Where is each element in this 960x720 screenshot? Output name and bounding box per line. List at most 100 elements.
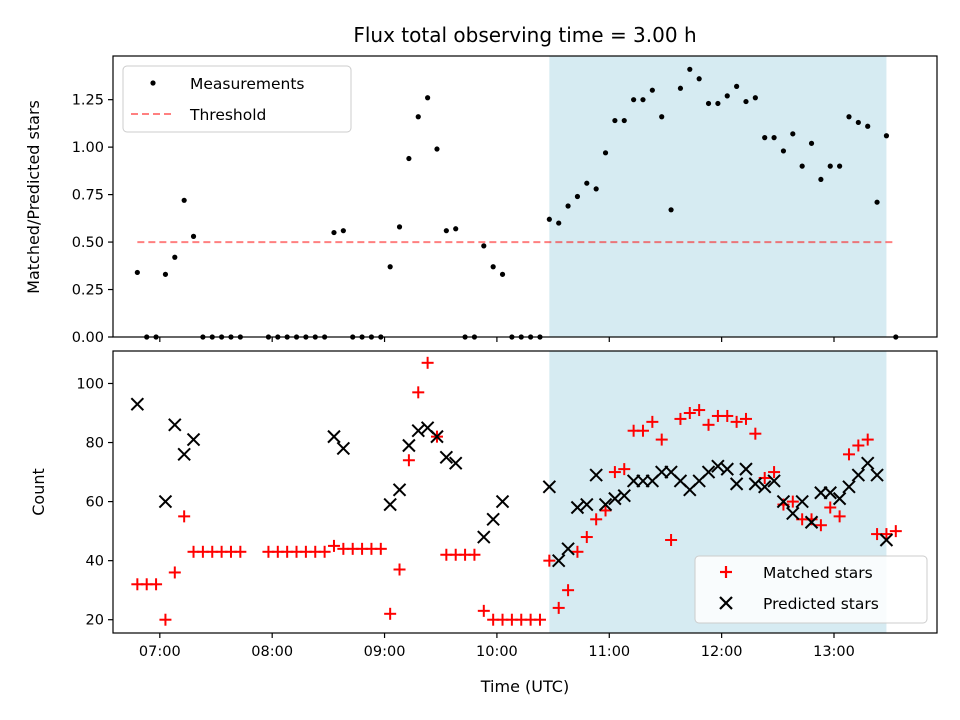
y-tick-label: 0.50 bbox=[72, 235, 104, 251]
matched-stars-point bbox=[168, 566, 181, 579]
measurements-point bbox=[818, 176, 824, 183]
predicted-stars-point bbox=[411, 424, 425, 438]
measurements-point bbox=[434, 146, 440, 152]
matched-stars-point bbox=[327, 539, 340, 552]
matched-stars-point bbox=[590, 513, 603, 526]
chart-title: Flux total observing time = 3.00 h bbox=[353, 23, 696, 47]
legend-label-predicted: Predicted stars bbox=[763, 595, 879, 613]
predicted-stars-point bbox=[832, 491, 847, 506]
x-tick-label: 10:00 bbox=[476, 644, 518, 660]
predicted-stars-point bbox=[177, 447, 191, 462]
measurements-point bbox=[743, 98, 749, 105]
count-y-axis-label: Count bbox=[29, 468, 48, 516]
predicted-stars-point bbox=[383, 497, 397, 512]
predicted-stars-point bbox=[701, 465, 716, 479]
measurements-point bbox=[752, 95, 758, 101]
matched-stars-point bbox=[768, 466, 781, 479]
x-tick-label: 13:00 bbox=[813, 644, 855, 660]
matched-stars-point bbox=[861, 433, 874, 446]
measurements-point bbox=[565, 203, 571, 209]
matched-stars-point bbox=[599, 504, 612, 517]
ratio-legend: Measurements Threshold bbox=[122, 65, 352, 133]
observing-window bbox=[549, 56, 887, 337]
predicted-stars-point bbox=[720, 462, 734, 476]
y-tick-label: 1.00 bbox=[72, 140, 104, 156]
predicted-stars-point bbox=[767, 474, 781, 488]
y-tick-label: 1.25 bbox=[72, 93, 104, 109]
measurements-point bbox=[387, 264, 393, 270]
measurements-point bbox=[790, 131, 796, 137]
measurements-point bbox=[172, 254, 178, 260]
predicted-stars-point bbox=[608, 491, 622, 506]
predicted-stars-point bbox=[786, 506, 800, 521]
measurements-point bbox=[668, 207, 674, 213]
matched-stars-point bbox=[749, 427, 762, 440]
ratio-panel: 0.00 0.25 0.50 0.75 1.00 1.25 Matched/Predict… bbox=[24, 55, 938, 346]
measurements-point bbox=[425, 95, 431, 101]
measurements-point bbox=[162, 271, 169, 277]
predicted-stars-point bbox=[449, 456, 463, 470]
predicted-stars-point bbox=[758, 480, 772, 494]
measurements-point bbox=[340, 228, 346, 234]
predicted-stars-point bbox=[729, 477, 744, 491]
measurements-point bbox=[331, 229, 337, 236]
ratio-y-axis: 0.00 0.25 0.50 0.75 1.00 1.25 bbox=[72, 93, 113, 346]
measurements-point bbox=[677, 85, 684, 91]
count-plot-frame bbox=[112, 350, 938, 634]
predicted-stars-point bbox=[795, 494, 809, 509]
matched-stars-point bbox=[374, 542, 387, 555]
legend-label-threshold: Threshold bbox=[189, 106, 266, 124]
predicted-stars-point bbox=[804, 515, 819, 529]
matched-stars-point bbox=[833, 510, 846, 523]
predicted-stars-point bbox=[486, 512, 500, 527]
measurements-point bbox=[734, 83, 740, 89]
predicted-stars-point bbox=[589, 468, 603, 482]
measurements-point bbox=[715, 100, 721, 107]
predicted-stars-point bbox=[477, 530, 491, 544]
legend-marker-predicted bbox=[719, 596, 733, 610]
predicted-stars-point bbox=[130, 397, 145, 411]
measurements-point bbox=[865, 123, 871, 129]
ratio-plot-frame bbox=[112, 55, 938, 338]
predicted-stars-point bbox=[542, 480, 557, 494]
measurements-point bbox=[415, 114, 421, 120]
predicted-stars-point bbox=[495, 494, 510, 509]
matched-stars-point bbox=[721, 409, 734, 422]
y-tick-label: 0.25 bbox=[72, 283, 104, 299]
measurements-point bbox=[837, 163, 843, 169]
predicted-stars-point bbox=[186, 432, 201, 447]
x-tick-label: 12:00 bbox=[701, 644, 743, 660]
x-tick-label: 08:00 bbox=[251, 644, 293, 660]
measurements-point bbox=[602, 150, 609, 156]
matched-stars-point bbox=[665, 533, 678, 546]
ratio-legend-box bbox=[122, 65, 352, 133]
measurements-point bbox=[855, 119, 861, 126]
y-tick-label: 40 bbox=[86, 554, 104, 570]
predicted-stars-point bbox=[598, 497, 613, 512]
measurements-point bbox=[406, 155, 412, 162]
measurements-point bbox=[490, 264, 496, 270]
measurements-point bbox=[621, 117, 627, 124]
predicted-stars-point bbox=[861, 456, 875, 470]
matched-stars-point bbox=[880, 528, 893, 541]
matched-stars-point bbox=[384, 607, 397, 620]
predicted-stars-point bbox=[570, 500, 585, 515]
matched-stars-point bbox=[562, 584, 575, 597]
matched-stars-point bbox=[814, 519, 827, 532]
count-legend-box bbox=[694, 555, 928, 624]
count-legend: Matched stars Predicted stars bbox=[694, 555, 928, 624]
measurements-point bbox=[181, 197, 187, 203]
measurements-point bbox=[134, 269, 140, 276]
matched-stars-point bbox=[683, 407, 696, 420]
matched-stars-point bbox=[786, 495, 799, 508]
predicted-stars-point bbox=[870, 468, 884, 482]
legend-label-matched: Matched stars bbox=[763, 564, 873, 582]
measurements-point bbox=[705, 100, 712, 107]
predicted-stars-point bbox=[748, 477, 763, 491]
predicted-stars-point bbox=[851, 468, 866, 482]
count-markers bbox=[130, 356, 902, 626]
predicted-stars-point bbox=[430, 429, 444, 444]
predicted-stars-point bbox=[336, 441, 351, 456]
measurements-point bbox=[659, 114, 665, 120]
predicted-stars-point bbox=[739, 462, 753, 476]
